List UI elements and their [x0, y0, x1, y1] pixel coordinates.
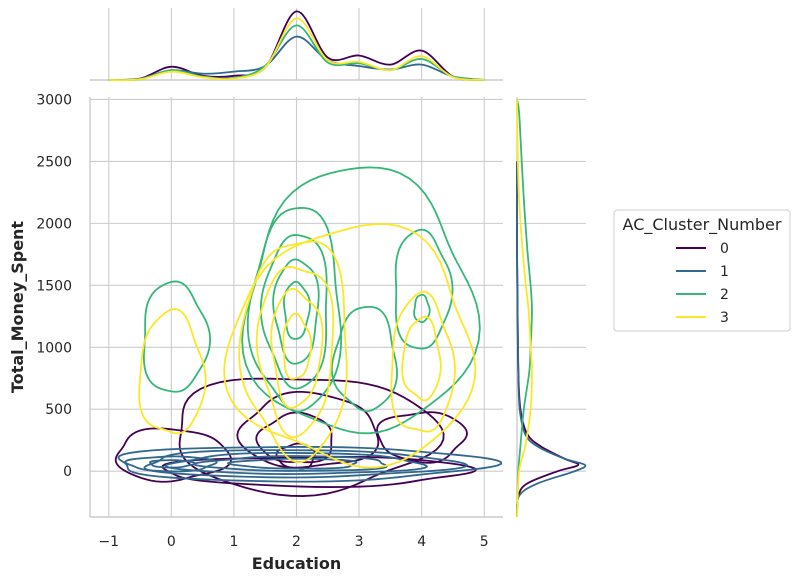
marginal-x-density [108, 10, 485, 82]
marginal-x-curve-series-2 [108, 24, 485, 82]
contour-line-series-3 [282, 312, 313, 380]
x-tick-label: −1 [98, 534, 119, 550]
contour-line-series-2 [241, 166, 481, 435]
contour-line-series-3 [138, 308, 207, 435]
contour-line-series-1 [149, 459, 197, 469]
contour-line-series-3 [270, 287, 324, 409]
contour-line-series-1 [164, 451, 429, 475]
contour-line-series-3 [390, 290, 456, 433]
y-tick-label: 0 [63, 464, 72, 480]
marginal-y-curve-series-2 [516, 99, 533, 518]
marginal-x-curve-series-3 [108, 17, 485, 82]
x-tick-label: 5 [480, 534, 489, 550]
marginal-y-density [515, 99, 587, 518]
y-axis-title: Total_Money_Spent [8, 221, 27, 394]
contour-line-series-2 [246, 207, 343, 413]
x-tick-label: 1 [229, 534, 238, 550]
x-tick-label: 0 [167, 534, 176, 550]
contour-line-series-3 [401, 315, 442, 402]
contour-line-series-2 [394, 228, 454, 350]
contour-line-series-3 [255, 266, 335, 439]
legend-label-series-0: 0 [720, 241, 729, 257]
y-tick-label: 1000 [36, 340, 72, 356]
marginal-x-curve-series-0 [108, 10, 485, 81]
y-tick-label: 1500 [36, 278, 72, 294]
contour-line-series-0 [178, 377, 445, 497]
contour-line-series-2 [272, 258, 320, 365]
contour-line-series-0 [255, 411, 333, 464]
grid-lines [90, 8, 586, 517]
tick-labels: −1 0 1 2 3 4 5 0 500 1000 1500 2000 2500 3000 [36, 92, 488, 550]
legend-label-series-1: 1 [720, 264, 729, 280]
contour-line-series-2 [142, 280, 211, 393]
y-tick-label: 3000 [36, 92, 72, 108]
contour-line-series-3 [238, 240, 348, 464]
contour-line-series-2 [413, 293, 431, 324]
marginal-y-curve-series-0 [516, 161, 580, 518]
legend-label-series-2: 2 [720, 287, 729, 303]
legend-title: AC_Cluster_Number [623, 215, 782, 235]
y-tick-label: 500 [45, 402, 72, 418]
contour-layer [114, 166, 503, 497]
legend-entries: 0 1 2 3 [676, 241, 729, 326]
legend-label-series-3: 3 [720, 310, 729, 326]
contour-line-series-3 [223, 223, 477, 469]
contour-line-series-1 [226, 457, 358, 470]
marginal-y-curve-series-3 [516, 99, 533, 518]
contour-line-series-1 [124, 455, 218, 473]
x-tick-label: 4 [417, 534, 426, 550]
x-axis-title: Education [252, 554, 342, 573]
contour-line-series-2 [283, 280, 311, 340]
y-tick-label: 2000 [36, 216, 72, 232]
x-tick-label: 2 [292, 534, 301, 550]
x-tick-label: 3 [355, 534, 364, 550]
marginal-y-curve-series-1 [515, 161, 587, 518]
legend: AC_Cluster_Number 0 1 2 3 [613, 209, 791, 332]
y-tick-label: 2500 [36, 154, 72, 170]
contour-line-series-2 [330, 305, 398, 413]
